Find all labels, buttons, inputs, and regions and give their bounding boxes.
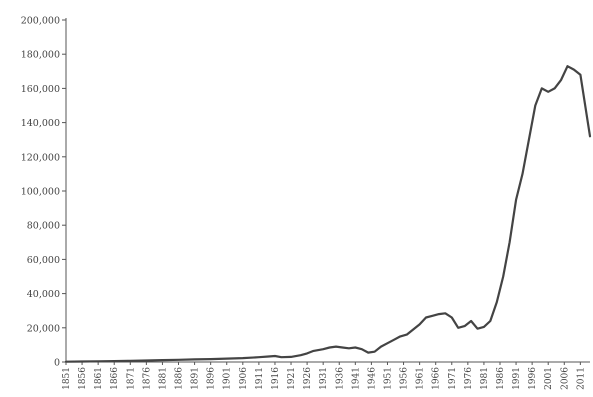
x-tick-label: 1986	[496, 367, 506, 390]
x-tick-label: 1916	[271, 367, 281, 390]
x-tick-label: 1876	[142, 367, 152, 390]
x-tick-label: 1996	[528, 367, 538, 390]
y-axis: 0 20,000 40,000 60,000 80,000 100,000 120,000 1…	[21, 16, 67, 369]
x-tick-label: 1956	[400, 367, 410, 390]
x-tick-label: 2011	[576, 367, 586, 390]
x-tick-label: 1971	[448, 367, 458, 390]
x-tick-label: 1856	[78, 367, 88, 390]
y-tick-label: 60,000	[27, 255, 60, 266]
y-tick-label: 40,000	[27, 289, 60, 300]
x-tick-label: 1921	[287, 367, 297, 390]
x-tick-label: 1886	[175, 367, 185, 390]
x-tick-label: 1936	[335, 367, 345, 390]
x-tick-label: 2001	[544, 367, 554, 390]
x-tick-label: 1896	[207, 367, 217, 390]
x-tick-label: 1951	[383, 367, 393, 390]
x-tick-label: 1901	[223, 367, 233, 390]
x-tick-label: 1866	[110, 367, 120, 390]
y-tick-label: 140,000	[21, 118, 60, 129]
y-tick-label: 80,000	[27, 221, 60, 232]
x-tick-label: 1976	[464, 367, 474, 390]
x-tick-label: 1881	[158, 367, 168, 390]
x-tick-label: 1931	[319, 367, 329, 390]
x-tick-label: 1926	[303, 367, 313, 390]
x-tick-label: 1991	[512, 367, 522, 390]
x-tick-label: 1941	[351, 367, 361, 390]
y-tick-label: 160,000	[21, 84, 60, 95]
x-axis: 1851 1856 1861 1866 1871 1876 1881 1886 1891 1896…	[62, 361, 590, 390]
y-tick-label: 100,000	[21, 187, 60, 198]
x-tick-label: 1946	[367, 367, 377, 390]
y-tick-label: 0	[54, 358, 60, 369]
y-tick-label: 180,000	[21, 50, 60, 61]
x-tick-label: 1911	[255, 367, 265, 390]
x-tick-label: 1851	[62, 367, 72, 390]
x-tick-label: 1906	[239, 367, 249, 390]
series-line-0	[64, 65, 592, 363]
y-tick-label: 120,000	[21, 152, 60, 163]
x-tick-label: 1871	[126, 367, 136, 390]
series-group	[64, 65, 592, 363]
x-tick-label: 1966	[432, 367, 442, 390]
x-tick-label: 1861	[94, 367, 104, 390]
y-tick-label: 20,000	[27, 323, 60, 334]
x-tick-label: 1891	[191, 367, 201, 390]
x-tick-label: 1961	[416, 367, 426, 390]
x-tick-label: 1981	[480, 367, 490, 390]
x-tick-label: 2006	[560, 367, 570, 390]
y-tick-label: 200,000	[21, 16, 60, 27]
